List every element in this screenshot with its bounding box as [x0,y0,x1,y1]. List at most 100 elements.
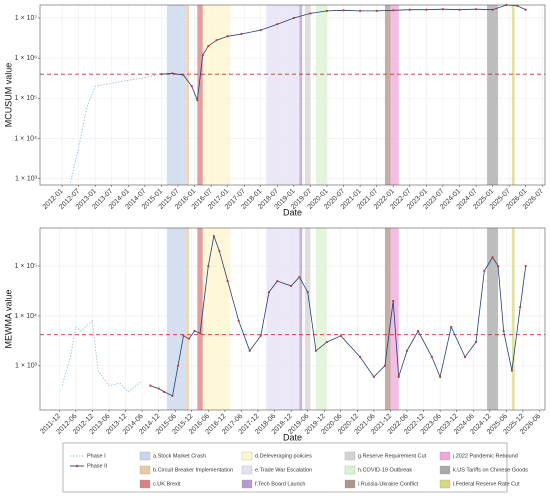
legend-swatch [344,451,356,461]
data-point [276,279,279,283]
data-point [416,329,420,333]
event-band [390,5,399,185]
data-point [441,8,444,11]
data-point [474,340,478,344]
legend-swatch [75,464,79,468]
data-point [439,375,442,378]
data-point [339,334,342,337]
data-point [240,32,243,36]
event-band [304,228,311,410]
data-point [157,387,160,390]
event-band [299,5,303,185]
event-band [186,5,190,185]
data-point [196,99,199,102]
data-point [516,4,519,7]
series-line [161,4,526,101]
y-tick-label: 1 × 10⁵ [14,95,37,102]
event-band [202,228,231,410]
data-point [392,299,395,303]
data-point [524,264,527,268]
data-point [207,264,210,268]
series-line [61,319,143,393]
event-band [304,5,311,185]
data-point [314,349,318,352]
legend-swatch [139,479,151,489]
event-band [197,228,203,410]
y-tick-label: 1 × 10³ [15,363,38,370]
data-point [359,9,362,12]
event-band [197,5,203,185]
data-point [193,329,196,333]
data-point [375,9,378,12]
legend-swatch [241,465,253,475]
data-point [187,337,191,340]
event-band [266,228,300,410]
plot-frame [39,227,546,411]
y-tick-label: 1 × 10⁵ [14,263,37,270]
data-point [160,73,163,76]
event-band [511,5,515,185]
data-point [226,279,229,283]
data-point [392,9,395,12]
data-point [383,364,387,367]
data-point [149,384,152,387]
y-tick-label: 1 × 10⁴ [14,135,37,142]
y-tick-label: 1 × 10⁴ [14,313,37,320]
data-point [171,394,174,397]
data-point [408,8,411,11]
data-point [267,291,271,294]
data-point [463,355,467,359]
data-point [502,329,505,333]
plot-frame [39,4,546,186]
data-point [425,8,428,11]
legend-swatch [139,465,151,475]
y-tick-label: 1 × 10³ [15,176,38,183]
x-axis-title: Date [283,207,302,217]
data-point [491,256,494,259]
data-point [325,9,329,12]
event-band [266,5,300,185]
legend-swatch [344,479,356,489]
data-point [359,355,362,359]
legend-label: f.Tech Board Launch [255,481,305,487]
data-point [237,319,240,322]
data-point [259,334,262,337]
data-point [182,334,185,337]
data-point [325,340,329,344]
data-point [510,369,513,372]
legend-label: j.2022 Pandemic Rebound [452,453,518,459]
legend-label: k.US Tariffs on Chinese Goods [453,467,528,473]
data-point [218,249,221,253]
y-axis-title: MCUSUM value [3,63,13,128]
legend-label: b.Circuit Breaker Implementation [153,467,233,473]
event-band [315,228,327,410]
data-point [215,39,218,42]
data-point [226,35,229,38]
x-axis-title: Date [283,432,302,442]
data-point [309,12,312,15]
y-tick-label: 1 × 10⁷ [15,15,38,22]
legend-swatch [439,479,451,489]
data-point [491,8,494,11]
data-point [524,8,527,11]
legend-swatch [344,465,356,475]
data-point [207,44,210,48]
data-point [342,9,345,12]
data-point [292,16,295,20]
data-point [171,72,174,75]
legend-label: e.Trade War Escalation [255,467,312,473]
event-band [511,228,515,410]
data-point [397,375,400,378]
legend-swatch [439,465,451,475]
event-band [166,5,187,185]
legend-label: l.Federal Reserve Rate Cut [453,481,520,487]
data-point [306,291,309,294]
legend-label: h.COVID-19 Outbreak [358,467,412,473]
legend-label: Phase II [87,463,108,469]
event-band [202,5,231,185]
event-band [186,228,190,410]
data-point [405,349,409,352]
legend-swatch [241,479,253,489]
legend-label: g.Reserve Requirement Cut [358,453,427,459]
data-point [458,8,461,11]
